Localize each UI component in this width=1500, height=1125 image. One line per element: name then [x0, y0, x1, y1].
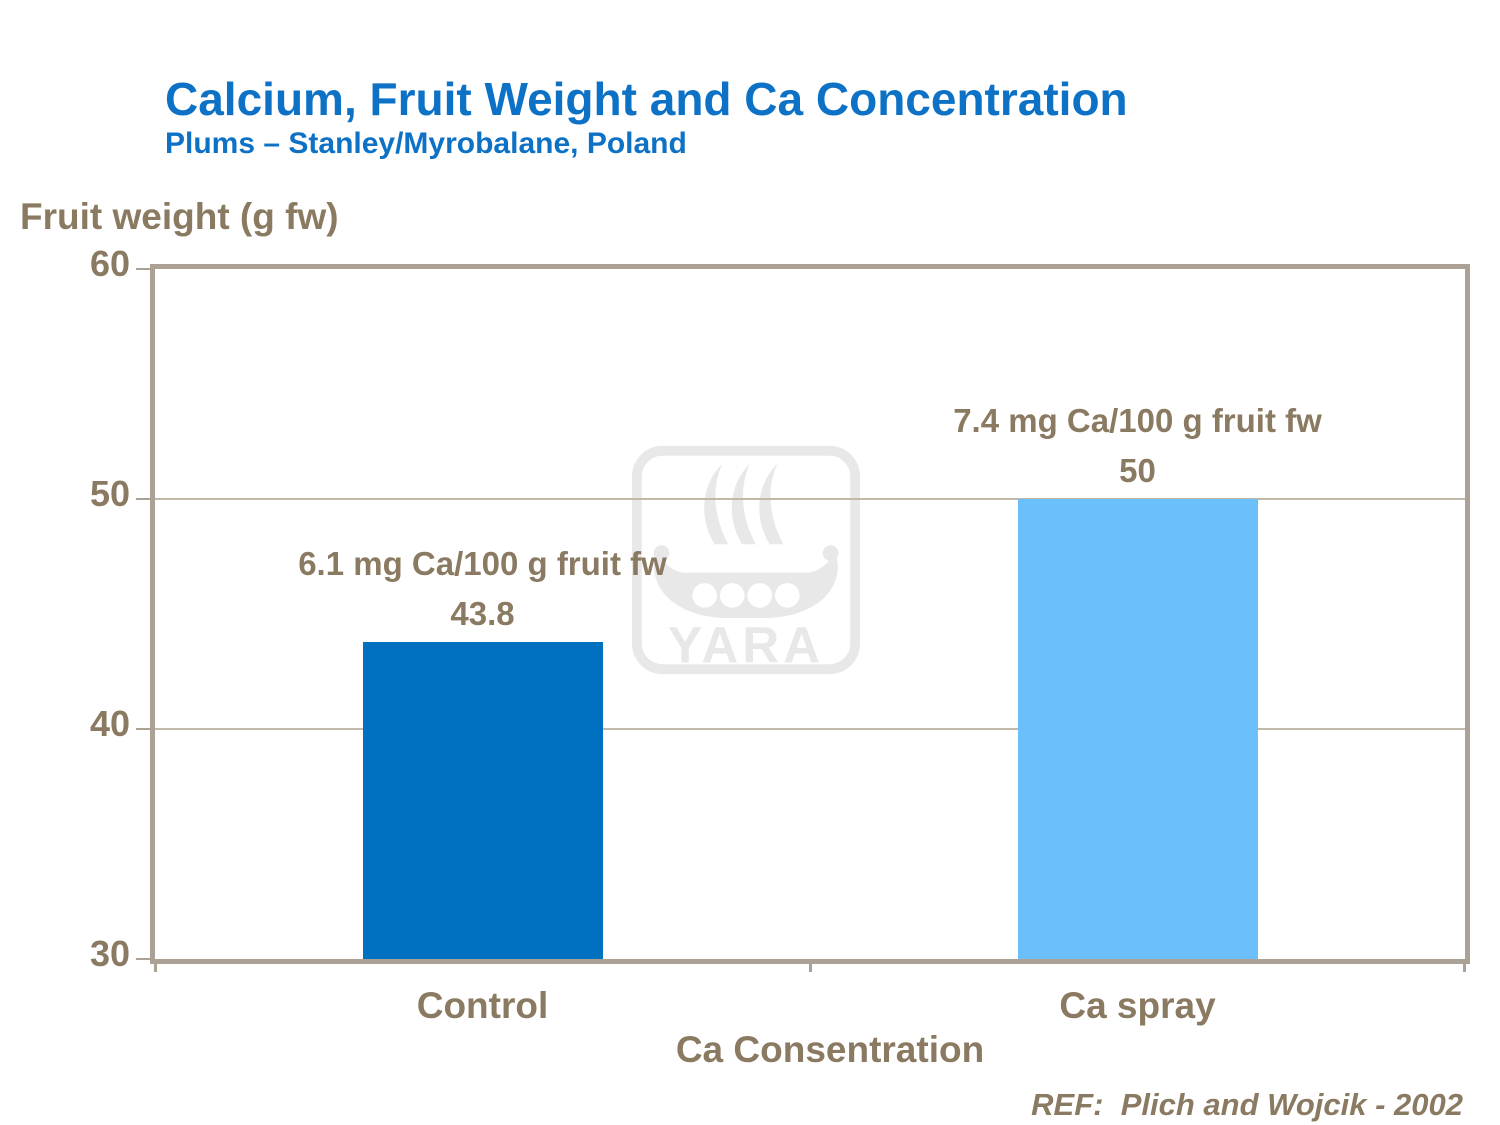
y-axis-tick — [136, 268, 150, 270]
gridline-40 — [155, 728, 1465, 730]
annotation-value-label: 43.8 — [450, 594, 515, 632]
reference-text: REF: Plich and Wojcik - 2002 — [1031, 1087, 1463, 1122]
annotation-ca-concentration: 6.1 mg Ca/100 g fruit fw — [298, 544, 667, 582]
x-axis-tick — [154, 959, 157, 972]
plot-area — [136, 264, 1470, 972]
x-axis-tick — [1463, 959, 1466, 972]
y-axis-tick — [136, 498, 150, 500]
bar-annotation: 6.1 mg Ca/100 g fruit fw 43.8 — [173, 539, 793, 639]
y-axis-tick — [136, 728, 150, 730]
x-category-label: Control — [416, 985, 549, 1026]
yara-watermark-logo: YARA — [628, 440, 864, 685]
annotation-ca-concentration: 7.4 mg Ca/100 g fruit fw — [953, 402, 1322, 439]
bar-annotation: 7.4 mg Ca/100 g fruit fw 50 — [828, 396, 1448, 496]
chart-subtitle: Plums – Stanley/Myrobalane, Poland — [165, 127, 687, 160]
x-axis-title: Ca Consentration — [675, 1029, 985, 1070]
y-tick-label: 60 — [89, 243, 130, 284]
svg-text:YARA: YARA — [668, 616, 824, 673]
gridline-50 — [155, 498, 1465, 500]
y-tick-label: 50 — [89, 473, 130, 514]
y-axis-tick — [136, 958, 150, 960]
y-tick-label: 30 — [89, 933, 130, 974]
x-category-label: Ca spray — [1059, 985, 1216, 1026]
chart-title: Calcium, Fruit Weight and Ca Concentrati… — [165, 73, 1128, 125]
bar-ca-spray — [1017, 499, 1258, 959]
annotation-value-label: 50 — [1119, 452, 1156, 489]
bar-control — [362, 641, 603, 959]
y-axis-label: Fruit weight (g fw) — [20, 196, 339, 237]
yara-viking-ship-icon: YARA — [631, 445, 861, 675]
x-axis-tick — [809, 959, 812, 972]
y-tick-label: 40 — [89, 703, 130, 744]
